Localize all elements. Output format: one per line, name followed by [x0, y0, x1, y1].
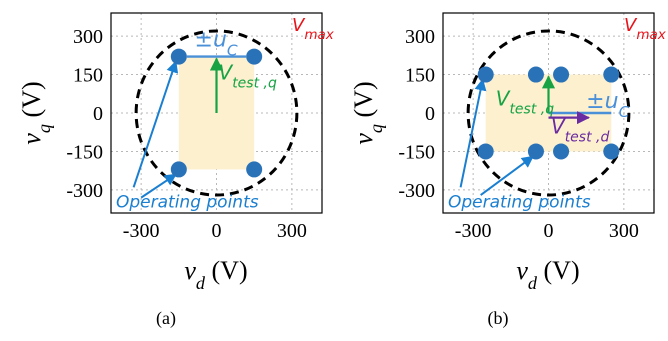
y-tick-label: -300: [66, 180, 103, 202]
x-axis-label-part: (V): [205, 256, 248, 285]
vmax-label-part: max: [636, 27, 666, 43]
x-axis-label-part: d: [196, 273, 206, 293]
y-tick-label: 300: [73, 26, 103, 48]
vtest-q-label-part: test ,q: [232, 76, 277, 92]
vmax-circle: [134, 29, 299, 197]
panel-caption: (b): [488, 308, 509, 329]
vmax-label-part: max: [304, 27, 334, 43]
operating-point: [246, 48, 263, 65]
y-axis-label-part: q: [366, 124, 386, 133]
y-axis-label-part: q: [34, 124, 54, 133]
y-axis-label: vq (V): [349, 81, 386, 144]
uc-label-part: C: [227, 42, 238, 60]
axes-frame: [442, 12, 655, 214]
y-tick-label: 150: [405, 65, 435, 87]
operating-points-label: Operating points: [116, 193, 259, 213]
x-tick-label: -300: [123, 220, 160, 242]
x-axis-label-part: v: [184, 256, 196, 285]
x-axis-label: vd (V): [184, 256, 247, 293]
operating-point: [170, 48, 187, 65]
x-axis-label-part: v: [516, 256, 528, 285]
operating-point: [553, 143, 570, 160]
vtest-q-label-part: test ,q: [509, 101, 554, 117]
uc-label: ±uC: [195, 28, 238, 60]
vmax-label-part: V: [292, 15, 306, 36]
uc-label: ±uC: [586, 89, 629, 121]
operating-point-arrow: [459, 78, 487, 188]
vtest-d-label-part: test ,d: [565, 130, 610, 146]
operating-point: [527, 66, 544, 83]
x-axis-label-part: d: [528, 273, 538, 293]
x-axis-label-part: (V): [537, 256, 580, 285]
y-tick-label: -150: [398, 141, 435, 163]
operating-point: [170, 161, 187, 178]
operating-point: [603, 143, 620, 160]
x-tick-label: 0: [544, 220, 554, 242]
y-tick-label: 300: [405, 26, 435, 48]
vtest-q-label-part: V: [219, 61, 234, 85]
vtest-q-label: Vtest ,q: [496, 86, 554, 117]
operating-point-arrow: [132, 60, 179, 188]
vmax-label: Vmax: [624, 15, 667, 43]
vtest-q-label: Vtest ,q: [219, 61, 277, 92]
operating-point: [477, 143, 494, 160]
operating-point-arrow: [480, 155, 534, 196]
vmax-circle: [466, 29, 631, 197]
y-tick-label: 150: [73, 65, 103, 87]
axes-frame: [110, 12, 323, 214]
x-axis-label: vd (V): [516, 256, 579, 293]
vmax-label: Vmax: [292, 15, 335, 43]
vtest-d-label-part: V: [551, 115, 566, 139]
y-axis-label-part: (V): [349, 81, 378, 124]
operating-point-arrow: [140, 173, 177, 199]
vtest-d-label: Vtest ,d: [551, 115, 609, 146]
y-tick-label: 0: [93, 103, 103, 125]
uc-label-part: u: [213, 28, 227, 53]
uc-label-part: ±: [195, 28, 213, 53]
operating-point: [603, 66, 620, 83]
operating-point: [527, 143, 544, 160]
y-axis-label-part: v: [17, 133, 46, 145]
x-tick-label: 300: [609, 220, 639, 242]
uc-label-part: u: [605, 89, 619, 114]
operating-point: [477, 66, 494, 83]
y-tick-label: -150: [66, 141, 103, 163]
operating-point: [246, 161, 263, 178]
uc-label-part: ±: [586, 89, 604, 114]
operating-points-label: Operating points: [448, 193, 591, 213]
y-tick-label: -300: [398, 180, 435, 202]
panel-caption: (a): [156, 308, 176, 329]
x-tick-label: 0: [212, 220, 222, 242]
vmax-label-part: V: [624, 15, 638, 36]
vtest-q-label-part: V: [496, 86, 511, 110]
y-axis-label-part: (V): [17, 81, 46, 124]
x-tick-label: -300: [455, 220, 492, 242]
y-axis-label-part: v: [349, 133, 378, 145]
x-tick-label: 300: [277, 220, 307, 242]
y-axis-label: vq (V): [17, 81, 54, 144]
uc-label-part: C: [619, 103, 630, 121]
y-tick-label: 0: [425, 103, 435, 125]
operating-point: [553, 66, 570, 83]
